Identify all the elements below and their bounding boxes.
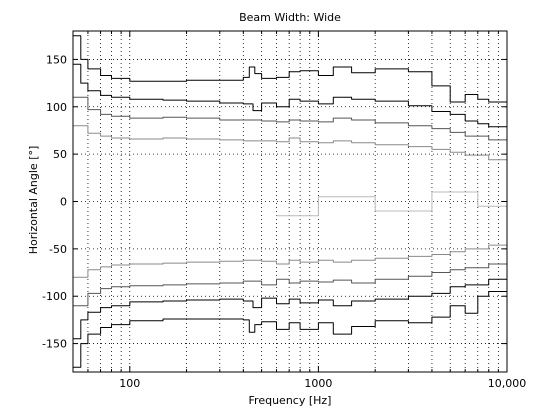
y-tick-label: 150 xyxy=(46,53,67,66)
contour-line-4 xyxy=(73,125,508,164)
x-tick-label: 10,000 xyxy=(488,377,527,390)
x-tick-label: 100 xyxy=(119,377,140,390)
chart-title: Beam Width: Wide xyxy=(239,11,341,24)
x-tick-label: 1000 xyxy=(304,377,332,390)
y-tick-label: 50 xyxy=(53,148,67,161)
x-axis-title: Frequency [Hz] xyxy=(249,394,332,407)
y-tick-label: -150 xyxy=(42,338,67,351)
contour-line-7 xyxy=(73,269,508,340)
contour-line-3 xyxy=(73,96,508,147)
contour-series xyxy=(73,35,508,368)
y-tick-label: 100 xyxy=(46,101,67,114)
y-tick-label: 0 xyxy=(60,196,67,209)
contour-line-1 xyxy=(73,35,508,126)
plot-frame xyxy=(72,30,508,373)
contour-line-2 xyxy=(73,63,508,128)
contour-line-8 xyxy=(73,267,508,368)
y-tick-label: -50 xyxy=(49,243,67,256)
grid xyxy=(73,31,507,372)
axis-ticks: 150 100 50 0 -50 -100 -150 100 1000 10,000 xyxy=(42,31,526,390)
y-tick-label: -100 xyxy=(42,290,67,303)
contour-line-9 xyxy=(276,191,508,217)
contour-line-5 xyxy=(73,241,508,278)
y-axis-title: Horizontal Angle [°] xyxy=(27,146,40,255)
contour-line-6 xyxy=(73,258,508,307)
